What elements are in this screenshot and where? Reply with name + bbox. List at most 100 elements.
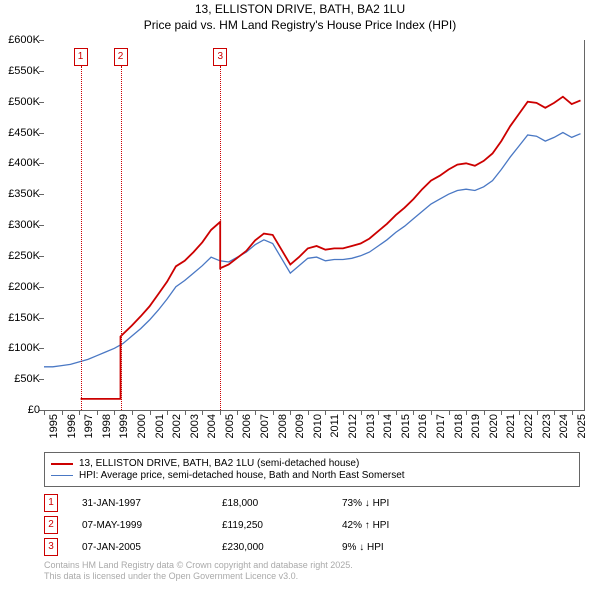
x-tick-label: 2011	[329, 414, 341, 438]
x-tick-label: 2014	[382, 414, 394, 438]
x-tick-mark	[114, 410, 115, 415]
x-tick-mark	[79, 410, 80, 415]
marker-guide	[81, 66, 82, 410]
y-tick-label: £100K	[0, 342, 40, 354]
x-tick-label: 2000	[136, 414, 148, 438]
transaction-marker: 2	[44, 516, 58, 534]
transaction-row: 1 31-JAN-1997£18,00073% ↓ HPI	[44, 494, 462, 512]
x-tick-label: 2002	[171, 414, 183, 438]
x-tick-label: 2023	[541, 414, 553, 438]
transaction-row: 207-MAY-1999£119,25042% ↑ HPI	[44, 516, 462, 534]
x-tick-mark	[62, 410, 63, 415]
transaction-date: 07-MAY-1999	[82, 520, 222, 531]
x-tick-mark	[466, 410, 467, 415]
x-tick-mark	[396, 410, 397, 415]
legend-swatch	[51, 475, 73, 476]
chart-container: 13, ELLISTON DRIVE, BATH, BA2 1LU Price …	[0, 0, 600, 590]
transaction-hpi: 73% ↓ HPI	[342, 498, 462, 509]
x-tick-mark	[220, 410, 221, 415]
x-tick-mark	[325, 410, 326, 415]
x-tick-label: 2020	[488, 414, 500, 438]
x-tick-mark	[413, 410, 414, 415]
x-tick-label: 2012	[347, 414, 359, 438]
x-tick-mark	[554, 410, 555, 415]
transaction-marker: 1	[44, 494, 58, 512]
y-tick-label: £300K	[0, 219, 40, 231]
x-tick-mark	[132, 410, 133, 415]
x-tick-label: 2024	[558, 414, 570, 438]
legend-label: HPI: Average price, semi-detached house,…	[79, 470, 405, 481]
x-tick-label: 2007	[259, 414, 271, 438]
y-tick-label: £550K	[0, 65, 40, 77]
y-tick-label: £0	[0, 404, 40, 416]
marker-guide	[121, 66, 122, 410]
x-tick-label: 2018	[453, 414, 465, 438]
title-block: 13, ELLISTON DRIVE, BATH, BA2 1LU Price …	[0, 0, 600, 33]
y-tick-label: £50K	[0, 373, 40, 385]
transaction-marker: 3	[44, 538, 58, 556]
transaction-date: 31-JAN-1997	[82, 498, 222, 509]
x-tick-label: 2015	[400, 414, 412, 438]
x-tick-mark	[537, 410, 538, 415]
x-tick-label: 1999	[118, 414, 130, 438]
x-tick-mark	[501, 410, 502, 415]
x-tick-mark	[519, 410, 520, 415]
x-tick-mark	[273, 410, 274, 415]
attribution-line-1: Contains HM Land Registry data © Crown c…	[44, 560, 353, 571]
x-tick-mark	[308, 410, 309, 415]
y-tick-label: £500K	[0, 96, 40, 108]
x-tick-mark	[572, 410, 573, 415]
attribution: Contains HM Land Registry data © Crown c…	[44, 560, 353, 582]
x-tick-mark	[484, 410, 485, 415]
y-tick-label: £150K	[0, 312, 40, 324]
x-tick-mark	[361, 410, 362, 415]
x-tick-label: 2019	[470, 414, 482, 438]
legend-label: 13, ELLISTON DRIVE, BATH, BA2 1LU (semi-…	[79, 458, 359, 469]
price-paid-line	[81, 97, 581, 399]
y-tick-label: £450K	[0, 127, 40, 139]
chart-svg	[44, 40, 584, 410]
title-line-2: Price paid vs. HM Land Registry's House …	[0, 18, 600, 34]
x-tick-label: 2010	[312, 414, 324, 438]
marker-guide	[220, 66, 221, 410]
x-tick-mark	[44, 410, 45, 415]
transaction-price: £230,000	[222, 542, 342, 553]
legend: 13, ELLISTON DRIVE, BATH, BA2 1LU (semi-…	[44, 452, 580, 487]
transactions-table: 1 31-JAN-1997£18,00073% ↓ HPI 2 07-MAY-1999…	[44, 494, 462, 560]
x-tick-label: 2004	[206, 414, 218, 438]
x-tick-label: 2006	[241, 414, 253, 438]
x-tick-label: 2008	[277, 414, 289, 438]
x-tick-label: 2005	[224, 414, 236, 438]
y-tick-label: £600K	[0, 34, 40, 46]
legend-swatch	[51, 463, 73, 465]
y-tick-label: £250K	[0, 250, 40, 262]
x-tick-mark	[255, 410, 256, 415]
x-tick-label: 2025	[576, 414, 588, 438]
plot-area: 123	[44, 40, 585, 411]
x-tick-mark	[167, 410, 168, 415]
x-tick-label: 2017	[435, 414, 447, 438]
attribution-line-2: This data is licensed under the Open Gov…	[44, 571, 353, 582]
transaction-price: £18,000	[222, 498, 342, 509]
marker-label: 3	[213, 48, 227, 66]
transaction-hpi: 42% ↑ HPI	[342, 520, 462, 531]
marker-label: 1	[74, 48, 88, 66]
transaction-hpi: 9% ↓ HPI	[342, 542, 462, 553]
title-line-1: 13, ELLISTON DRIVE, BATH, BA2 1LU	[0, 2, 600, 18]
legend-item: 13, ELLISTON DRIVE, BATH, BA2 1LU (semi-…	[51, 458, 573, 469]
x-tick-mark	[378, 410, 379, 415]
legend-item: HPI: Average price, semi-detached house,…	[51, 470, 573, 481]
x-tick-label: 1996	[66, 414, 78, 438]
transaction-row: 307-JAN-2005£230,0009% ↓ HPI	[44, 538, 462, 556]
x-tick-label: 2022	[523, 414, 535, 438]
y-tick-label: £400K	[0, 157, 40, 169]
x-tick-mark	[150, 410, 151, 415]
x-tick-mark	[97, 410, 98, 415]
x-tick-label: 1995	[48, 414, 60, 438]
x-tick-label: 2001	[154, 414, 166, 438]
x-tick-label: 2013	[365, 414, 377, 438]
x-tick-mark	[185, 410, 186, 415]
x-tick-mark	[449, 410, 450, 415]
x-tick-mark	[202, 410, 203, 415]
x-tick-label: 1998	[101, 414, 113, 438]
